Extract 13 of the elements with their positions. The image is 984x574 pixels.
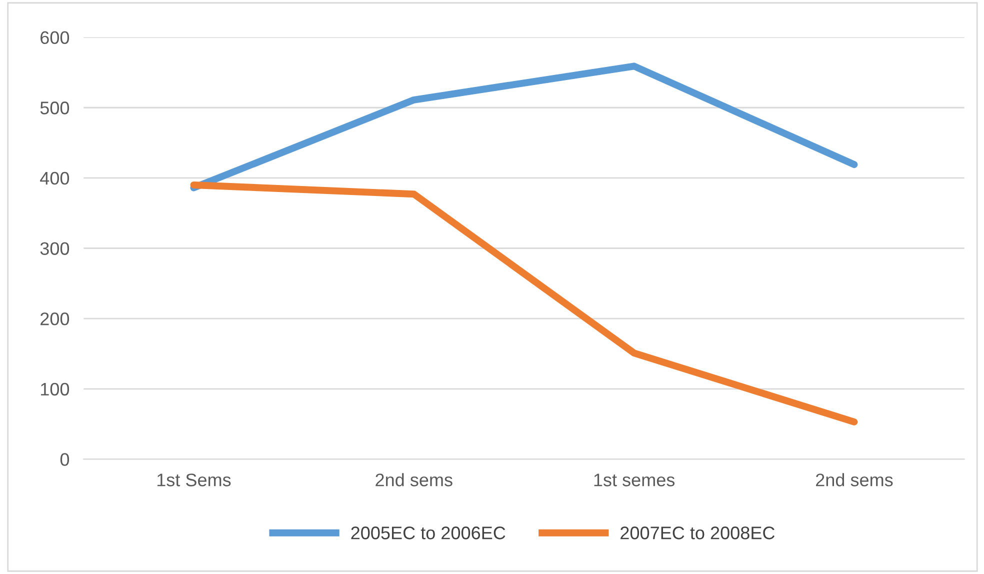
y-tick-label: 0 [60, 453, 70, 466]
x-tick-label: 1st Sems [157, 474, 231, 486]
y-tick-label: 500 [40, 102, 70, 114]
legend-label: 2005EC to 2006EC [351, 526, 506, 540]
y-tick-label: 200 [40, 312, 70, 326]
x-tick-label: 2nd sems [816, 473, 893, 486]
y-tick-label: 600 [40, 31, 70, 44]
y-tick-label: 100 [41, 382, 70, 396]
x-tick-label: 2nd sems [376, 473, 452, 486]
x-tick-label: 1st semes [594, 474, 675, 486]
y-tick-label: 300 [40, 242, 70, 255]
legend-label: 2007EC to 2008EC [620, 526, 775, 540]
y-tick-label: 400 [40, 172, 70, 185]
